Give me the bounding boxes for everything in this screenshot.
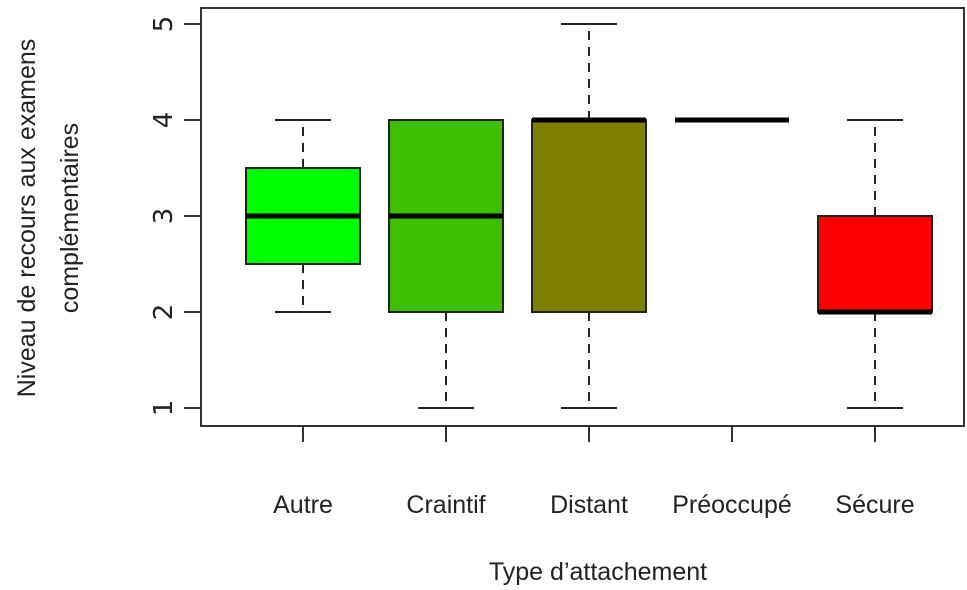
x-tick-label-3: Préoccupé: [672, 491, 792, 519]
y-tick-label-4: 4: [149, 112, 179, 129]
y-tick-label-2: 2: [149, 304, 179, 321]
x-tick-label-1: Craintif: [406, 491, 485, 519]
x-axis: Autre Craintif Distant Préoccupé Sécure: [273, 426, 915, 519]
y-axis: 1 2 3 4 5: [149, 16, 201, 417]
box-1: [388, 119, 504, 409]
box-4: [817, 119, 933, 409]
x-tick-label-2: Distant: [550, 491, 628, 519]
y-tick-label-1: 1: [149, 400, 179, 417]
box-series: [245, 23, 933, 409]
x-tick-label-0: Autre: [273, 491, 333, 519]
x-tick-label-4: Sécure: [835, 491, 914, 519]
box-body: [817, 215, 933, 313]
x-axis-title: Type d’attachement: [489, 558, 707, 586]
y-tick-label-5: 5: [149, 16, 179, 33]
box-0: [245, 119, 361, 313]
y-axis-title: Niveau de recours aux examens complément…: [13, 39, 84, 398]
y-axis-title-line-2: complémentaires: [56, 123, 84, 313]
y-axis-title-line-1: Niveau de recours aux examens: [13, 39, 41, 398]
y-tick-label-3: 3: [149, 208, 179, 225]
box-body: [531, 119, 647, 313]
box-2: [531, 23, 647, 409]
